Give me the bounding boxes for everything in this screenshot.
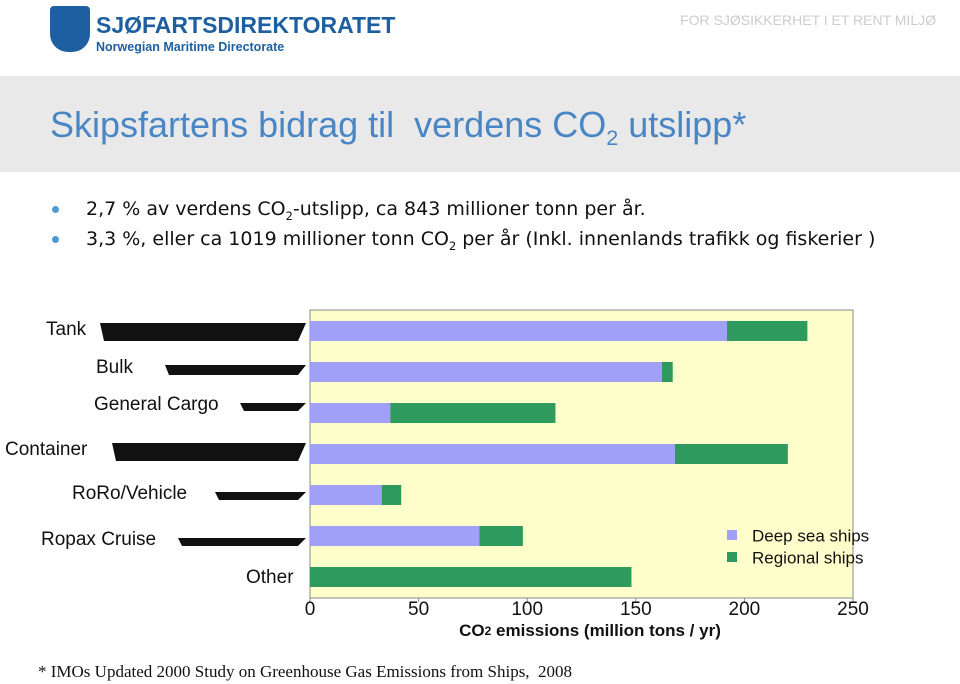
category-label: Tank	[46, 319, 87, 340]
ship-silhouette	[240, 403, 306, 411]
bullet: 3,3 %, eller ca 1019 millioner tonn CO2 …	[52, 224, 906, 261]
x-tick-label: 250	[837, 599, 869, 620]
bullet-subscript: 2	[448, 238, 457, 253]
bar-segment	[674, 444, 788, 464]
bar-segment	[390, 403, 556, 423]
title-band	[0, 76, 960, 172]
logo-name: SJØFARTSDIREKTORATET	[96, 12, 396, 38]
title-text: Skipsfartens bidrag til verdens CO	[50, 104, 607, 145]
bar-segment	[310, 444, 675, 464]
bullet-text: 3,3 %, eller ca 1019 millioner tonn CO	[86, 228, 449, 250]
legend-label: Regional ships	[752, 548, 864, 567]
ship-silhouette	[178, 538, 306, 546]
x-axis-title-text: CO	[459, 621, 485, 640]
bullet: 2,7 % av verdens CO2-utslipp, ca 843 mil…	[52, 194, 906, 231]
bullet-text: per år (Inkl. innenlands trafikk og fisk…	[456, 228, 876, 250]
x-tick-label: 50	[408, 599, 429, 620]
x-tick-label: 200	[729, 599, 761, 620]
bar-segment	[310, 403, 391, 423]
category-label: Ropax Cruise	[41, 529, 156, 550]
ship-silhouette	[215, 492, 306, 500]
bar-segment	[381, 485, 402, 505]
category-label: Other	[246, 567, 294, 588]
title-text: utslipp*	[618, 104, 747, 145]
category-label: RoRo/Vehicle	[72, 483, 187, 504]
x-axis-title: CO2 emissions (million tons / yr)	[459, 621, 721, 640]
bullet-text: 2,7 % av verdens CO	[86, 198, 286, 220]
x-tick-label: 150	[620, 599, 652, 620]
category-label: Container	[5, 439, 88, 460]
ship-silhouette	[112, 443, 306, 461]
bar-segment	[310, 362, 662, 382]
x-axis-title-subscript: 2	[485, 624, 492, 638]
category-label: Bulk	[96, 357, 133, 378]
ship-silhouette	[165, 365, 306, 375]
legend-swatch	[727, 530, 737, 540]
logo-subtitle: Norwegian Maritime Directorate	[96, 40, 285, 54]
slide-title: Skipsfartens bidrag til verdens CO2 utsl…	[50, 104, 746, 151]
bar-segment	[310, 321, 728, 341]
x-tick-label: 0	[305, 599, 316, 620]
slogan: FOR SJØSIKKERHET I ET RENT MILJØ	[680, 12, 936, 28]
category-label: General Cargo	[94, 394, 219, 415]
bar-segment	[727, 321, 808, 341]
x-tick-label: 100	[511, 599, 543, 620]
legend-label: Deep sea ships	[752, 526, 869, 545]
legend-swatch	[727, 552, 737, 562]
bullet-text: -utslipp, ca 843 millioner tonn per år.	[292, 198, 646, 220]
title-subscript: 2	[606, 125, 619, 151]
bar-segment	[479, 526, 523, 546]
bar-segment	[661, 362, 673, 382]
bar-segment	[310, 526, 480, 546]
logo-emblem	[50, 6, 90, 52]
bullet-subscript: 2	[285, 208, 293, 223]
ship-silhouette	[100, 323, 306, 341]
x-axis-title-text: emissions (million tons / yr)	[491, 621, 721, 640]
bar-segment	[310, 567, 632, 587]
footnote: * IMOs Updated 2000 Study on Greenhouse …	[38, 662, 573, 681]
bar-segment	[310, 485, 382, 505]
